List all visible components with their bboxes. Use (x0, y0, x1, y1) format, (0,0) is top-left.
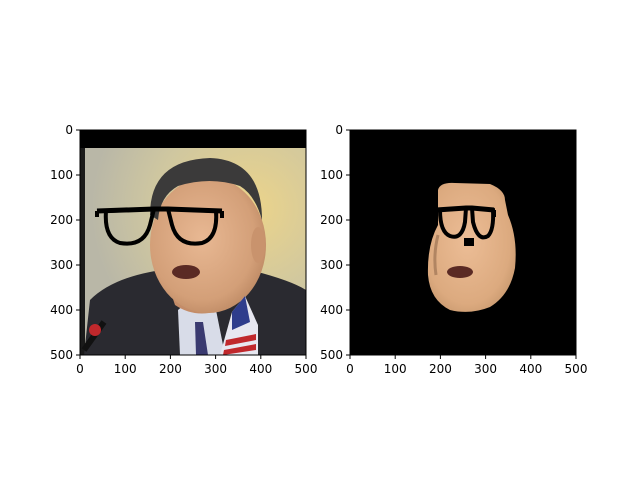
x-tick-label: 500 (565, 362, 588, 376)
x-tick-label: 0 (346, 362, 354, 376)
y-tick-label: 200 (320, 213, 343, 227)
y-tick-label: 100 (50, 168, 73, 182)
x-tick-label: 100 (114, 362, 137, 376)
right-image-panel (349, 129, 577, 356)
y-tick-label: 0 (335, 123, 343, 137)
right-axes-frame (349, 129, 577, 356)
glasses-overlay-right (434, 205, 496, 240)
y-tick-label: 300 (50, 258, 73, 272)
x-tick-label: 200 (159, 362, 182, 376)
x-tick-label: 300 (474, 362, 497, 376)
x-tick-label: 500 (295, 362, 318, 376)
y-tick-label: 400 (50, 303, 73, 317)
y-tick-label: 400 (320, 303, 343, 317)
face-mask-image (427, 182, 516, 312)
glasses-overlay (95, 206, 224, 246)
y-tick-label: 100 (320, 168, 343, 182)
flag-image (220, 296, 258, 355)
x-tick-label: 400 (249, 362, 272, 376)
y-tick-label: 500 (320, 348, 343, 362)
left-image-panel (79, 129, 307, 356)
x-tick-label: 0 (76, 362, 84, 376)
right-photo (350, 130, 576, 355)
x-tick-label: 400 (519, 362, 542, 376)
left-axes-frame (79, 129, 307, 356)
x-tick-label: 200 (429, 362, 452, 376)
y-tick-label: 500 (50, 348, 73, 362)
y-tick-label: 0 (65, 123, 73, 137)
x-tick-label: 300 (204, 362, 227, 376)
x-tick-label: 100 (384, 362, 407, 376)
y-tick-label: 300 (320, 258, 343, 272)
y-tick-label: 200 (50, 213, 73, 227)
microphone-image (81, 320, 107, 352)
left-photo (80, 130, 306, 355)
